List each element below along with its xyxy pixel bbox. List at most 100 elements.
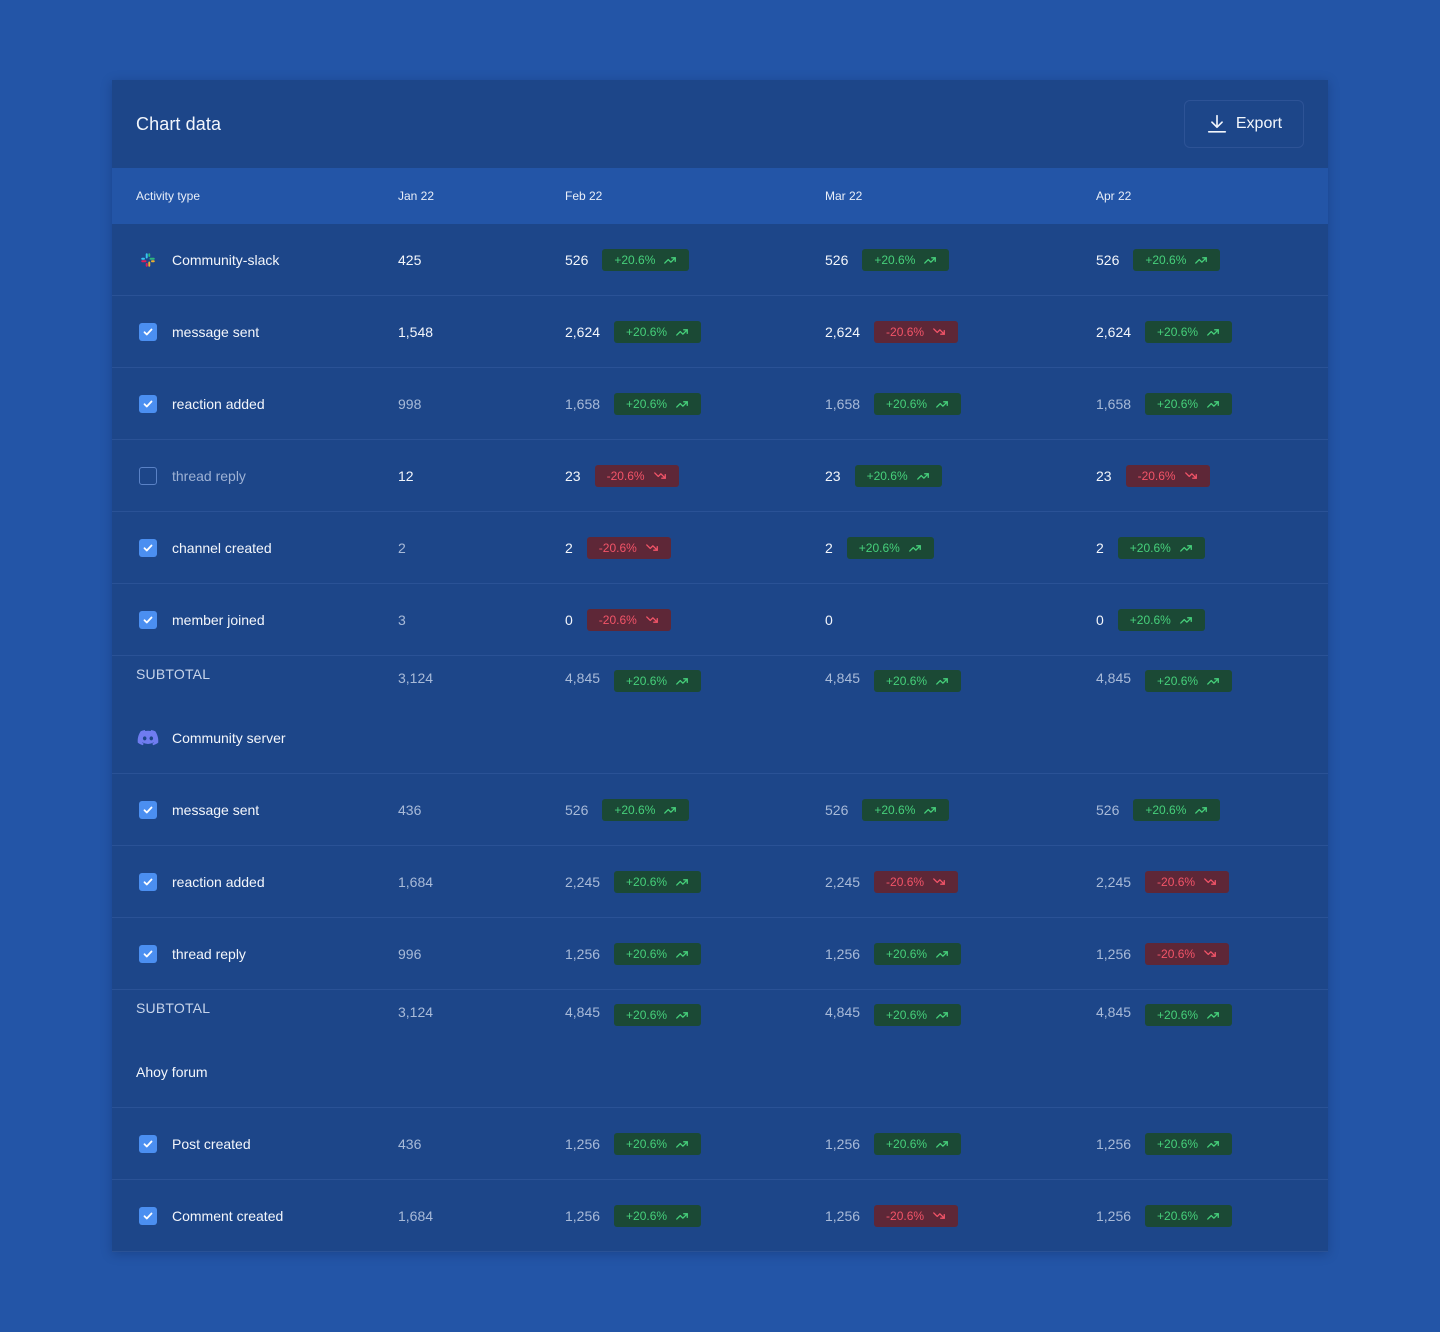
change-percent: +20.6% <box>626 946 668 961</box>
checkbox-slot <box>136 870 160 894</box>
jan-value: 2 <box>398 539 406 556</box>
change-percent: +20.6% <box>1157 324 1199 339</box>
activity-label-cell: message sent <box>136 296 259 367</box>
trend-up-icon <box>1206 1137 1220 1151</box>
change-badge-up: +20.6% <box>614 1204 702 1227</box>
change-percent: -20.6% <box>1157 946 1196 961</box>
change-percent: +20.6% <box>866 468 908 483</box>
checkbox-checked[interactable] <box>139 394 157 413</box>
apr-cell: 4,845 +20.6% <box>1096 990 1233 1036</box>
feb-cell: 2,245 +20.6% <box>565 846 702 917</box>
activity-label-cell: channel created <box>136 512 272 583</box>
table-row: reaction added 998 1,658 +20.6% 1,658 +20.6% 1… <box>112 368 1328 440</box>
change-percent: +20.6% <box>614 252 656 267</box>
feb-value: 23 <box>565 467 581 484</box>
change-badge-up: +20.6% <box>602 248 690 271</box>
apr-value: 23 <box>1096 467 1112 484</box>
activity-label: Community-slack <box>172 251 280 268</box>
change-percent: +20.6% <box>626 1208 668 1223</box>
change-percent: -20.6% <box>606 468 645 483</box>
apr-value: 2 <box>1096 539 1104 556</box>
table-row: reaction added 1,684 2,245 +20.6% 2,245 -20.6… <box>112 846 1328 918</box>
group-row: Ahoy forum <box>112 1036 1328 1108</box>
table-body: Community-slack 425 526 +20.6% 526 +20.6% 526 +… <box>112 224 1328 1252</box>
checkbox-unchecked[interactable] <box>139 466 157 485</box>
column-header-jan: Jan 22 <box>398 189 435 203</box>
checkbox-checked[interactable] <box>139 800 157 819</box>
apr-value: 4,845 <box>1096 670 1132 686</box>
change-badge-down: -20.6% <box>594 464 679 487</box>
trend-up-icon <box>916 469 930 483</box>
jan-cell: 3,124 <box>398 656 433 702</box>
checkbox-checked[interactable] <box>139 1134 157 1153</box>
mar-cell: 526 +20.6% <box>825 774 950 845</box>
change-badge-up: +20.6% <box>1117 608 1205 631</box>
trend-down-icon <box>932 1209 946 1223</box>
mar-value: 2 <box>825 539 833 556</box>
trend-up-icon <box>935 947 949 961</box>
change-percent: +20.6% <box>1157 1008 1199 1022</box>
checkbox-checked[interactable] <box>139 322 157 341</box>
apr-value: 2,624 <box>1096 323 1132 340</box>
apr-cell: 1,256 -20.6% <box>1096 918 1230 989</box>
mar-cell: 1,256 +20.6% <box>825 1108 962 1179</box>
jan-cell: 1,684 <box>398 846 433 917</box>
activity-label: thread reply <box>172 467 246 484</box>
change-badge-up: +20.6% <box>1145 392 1233 415</box>
change-percent: +20.6% <box>1157 1208 1199 1223</box>
mar-cell: 4,845 +20.6% <box>825 656 962 702</box>
change-percent: -20.6% <box>598 612 637 627</box>
jan-value: 3 <box>398 611 406 628</box>
change-badge-up: +20.6% <box>1145 1204 1233 1227</box>
trend-up-icon <box>675 674 689 688</box>
checkbox-checked[interactable] <box>139 944 157 963</box>
apr-value: 0 <box>1096 611 1104 628</box>
checkbox-slot <box>136 798 160 822</box>
checkbox-checked[interactable] <box>139 538 157 557</box>
feb-value: 526 <box>565 251 589 268</box>
feb-value: 1,256 <box>565 945 601 962</box>
change-badge-up: +20.6% <box>614 392 702 415</box>
change-badge-down: -20.6% <box>1125 464 1210 487</box>
change-badge-up: +20.6% <box>614 942 702 965</box>
apr-cell: 526 +20.6% <box>1096 774 1221 845</box>
trend-up-icon <box>1179 613 1193 627</box>
change-badge-down: -20.6% <box>874 1204 959 1227</box>
activity-label-cell: Community server <box>136 702 286 773</box>
trend-down-icon <box>645 541 659 555</box>
checkbox-slot <box>136 536 160 560</box>
apr-cell: 2,245 -20.6% <box>1096 846 1230 917</box>
subtotal-row: SUBTOTAL 3,124 4,845 +20.6% 4,845 +20.6% 4,845… <box>112 990 1328 1036</box>
change-percent: +20.6% <box>874 252 916 267</box>
apr-cell: 1,256 +20.6% <box>1096 1180 1233 1251</box>
jan-cell: 436 <box>398 1108 421 1179</box>
mar-cell: 1,658 +20.6% <box>825 368 962 439</box>
change-percent: +20.6% <box>886 674 928 688</box>
trend-up-icon <box>1179 541 1193 555</box>
apr-cell: 4,845 +20.6% <box>1096 656 1233 702</box>
change-percent: +20.6% <box>886 1136 928 1151</box>
feb-value: 1,256 <box>565 1207 601 1224</box>
change-badge-up: +20.6% <box>1145 320 1233 343</box>
change-percent: +20.6% <box>626 1008 668 1022</box>
checkbox-checked[interactable] <box>139 872 157 891</box>
jan-cell: 436 <box>398 774 421 845</box>
mar-value: 4,845 <box>825 670 861 686</box>
trend-up-icon <box>675 1008 689 1022</box>
checkbox-checked[interactable] <box>139 1206 157 1225</box>
mar-cell: 1,256 +20.6% <box>825 918 962 989</box>
mar-cell: 526 +20.6% <box>825 224 950 295</box>
trend-up-icon <box>1206 1209 1220 1223</box>
feb-cell: 1,658 +20.6% <box>565 368 702 439</box>
checkbox-checked[interactable] <box>139 610 157 629</box>
mar-cell: 0 <box>825 584 833 655</box>
trend-down-icon <box>645 613 659 627</box>
feb-cell: 526 +20.6% <box>565 224 690 295</box>
export-button[interactable]: Export <box>1184 100 1304 148</box>
trend-up-icon <box>923 253 937 267</box>
trend-up-icon <box>663 803 677 817</box>
change-percent: +20.6% <box>1129 540 1171 555</box>
change-badge-up: +20.6% <box>1145 1132 1233 1155</box>
change-badge-up: +20.6% <box>846 536 934 559</box>
mar-value: 1,658 <box>825 395 861 412</box>
